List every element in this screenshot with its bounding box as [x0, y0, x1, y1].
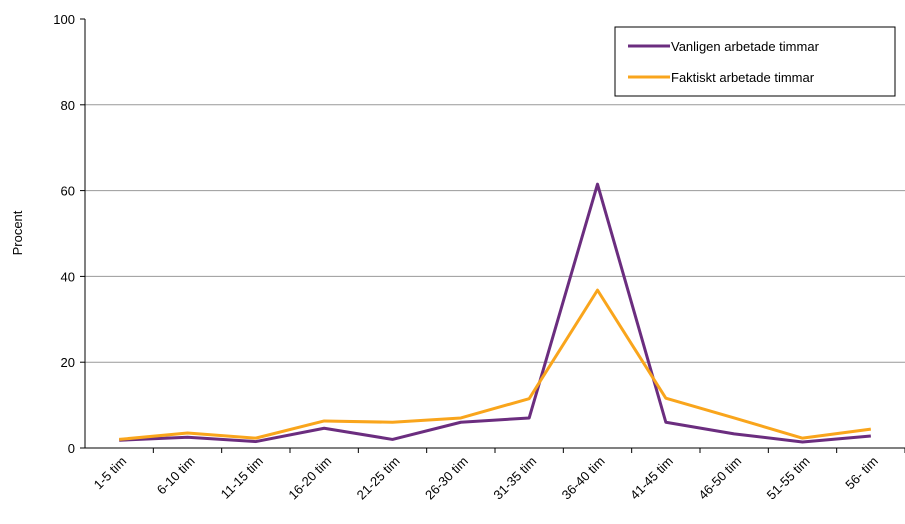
legend-label: Faktiskt arbetade timmar — [671, 70, 815, 85]
y-tick-label: 0 — [68, 441, 75, 456]
y-tick-label: 100 — [53, 12, 75, 27]
series-line — [119, 182, 871, 444]
x-tick-label: 6-10 tim — [154, 454, 198, 498]
x-tick-label: 41-45 tim — [627, 454, 676, 503]
x-tick-label: 11-15 tim — [218, 454, 266, 502]
y-tick-label: 20 — [61, 355, 75, 370]
legend-label: Vanligen arbetade timmar — [671, 39, 820, 54]
y-axis-label: Procent — [10, 210, 25, 255]
x-tick-label: 1-5 tim — [91, 454, 130, 493]
series-line — [119, 288, 872, 441]
x-tick-label: 51-55 tim — [764, 454, 813, 503]
x-tick-label: 16-20 tim — [285, 454, 334, 503]
y-tick-label: 40 — [61, 269, 75, 284]
y-tick-label: 60 — [61, 184, 75, 199]
x-tick-label: 21-25 tim — [354, 454, 403, 503]
x-tick-label: 26-30 tim — [422, 454, 471, 503]
x-tick-label: 46-50 tim — [695, 454, 744, 503]
legend-box — [614, 26, 896, 97]
x-tick-label: 36-40 tim — [559, 454, 608, 503]
x-tick-label: 56- tim — [842, 454, 881, 493]
x-tick-label: 31-35 tim — [490, 454, 539, 503]
y-tick-label: 80 — [61, 98, 75, 113]
